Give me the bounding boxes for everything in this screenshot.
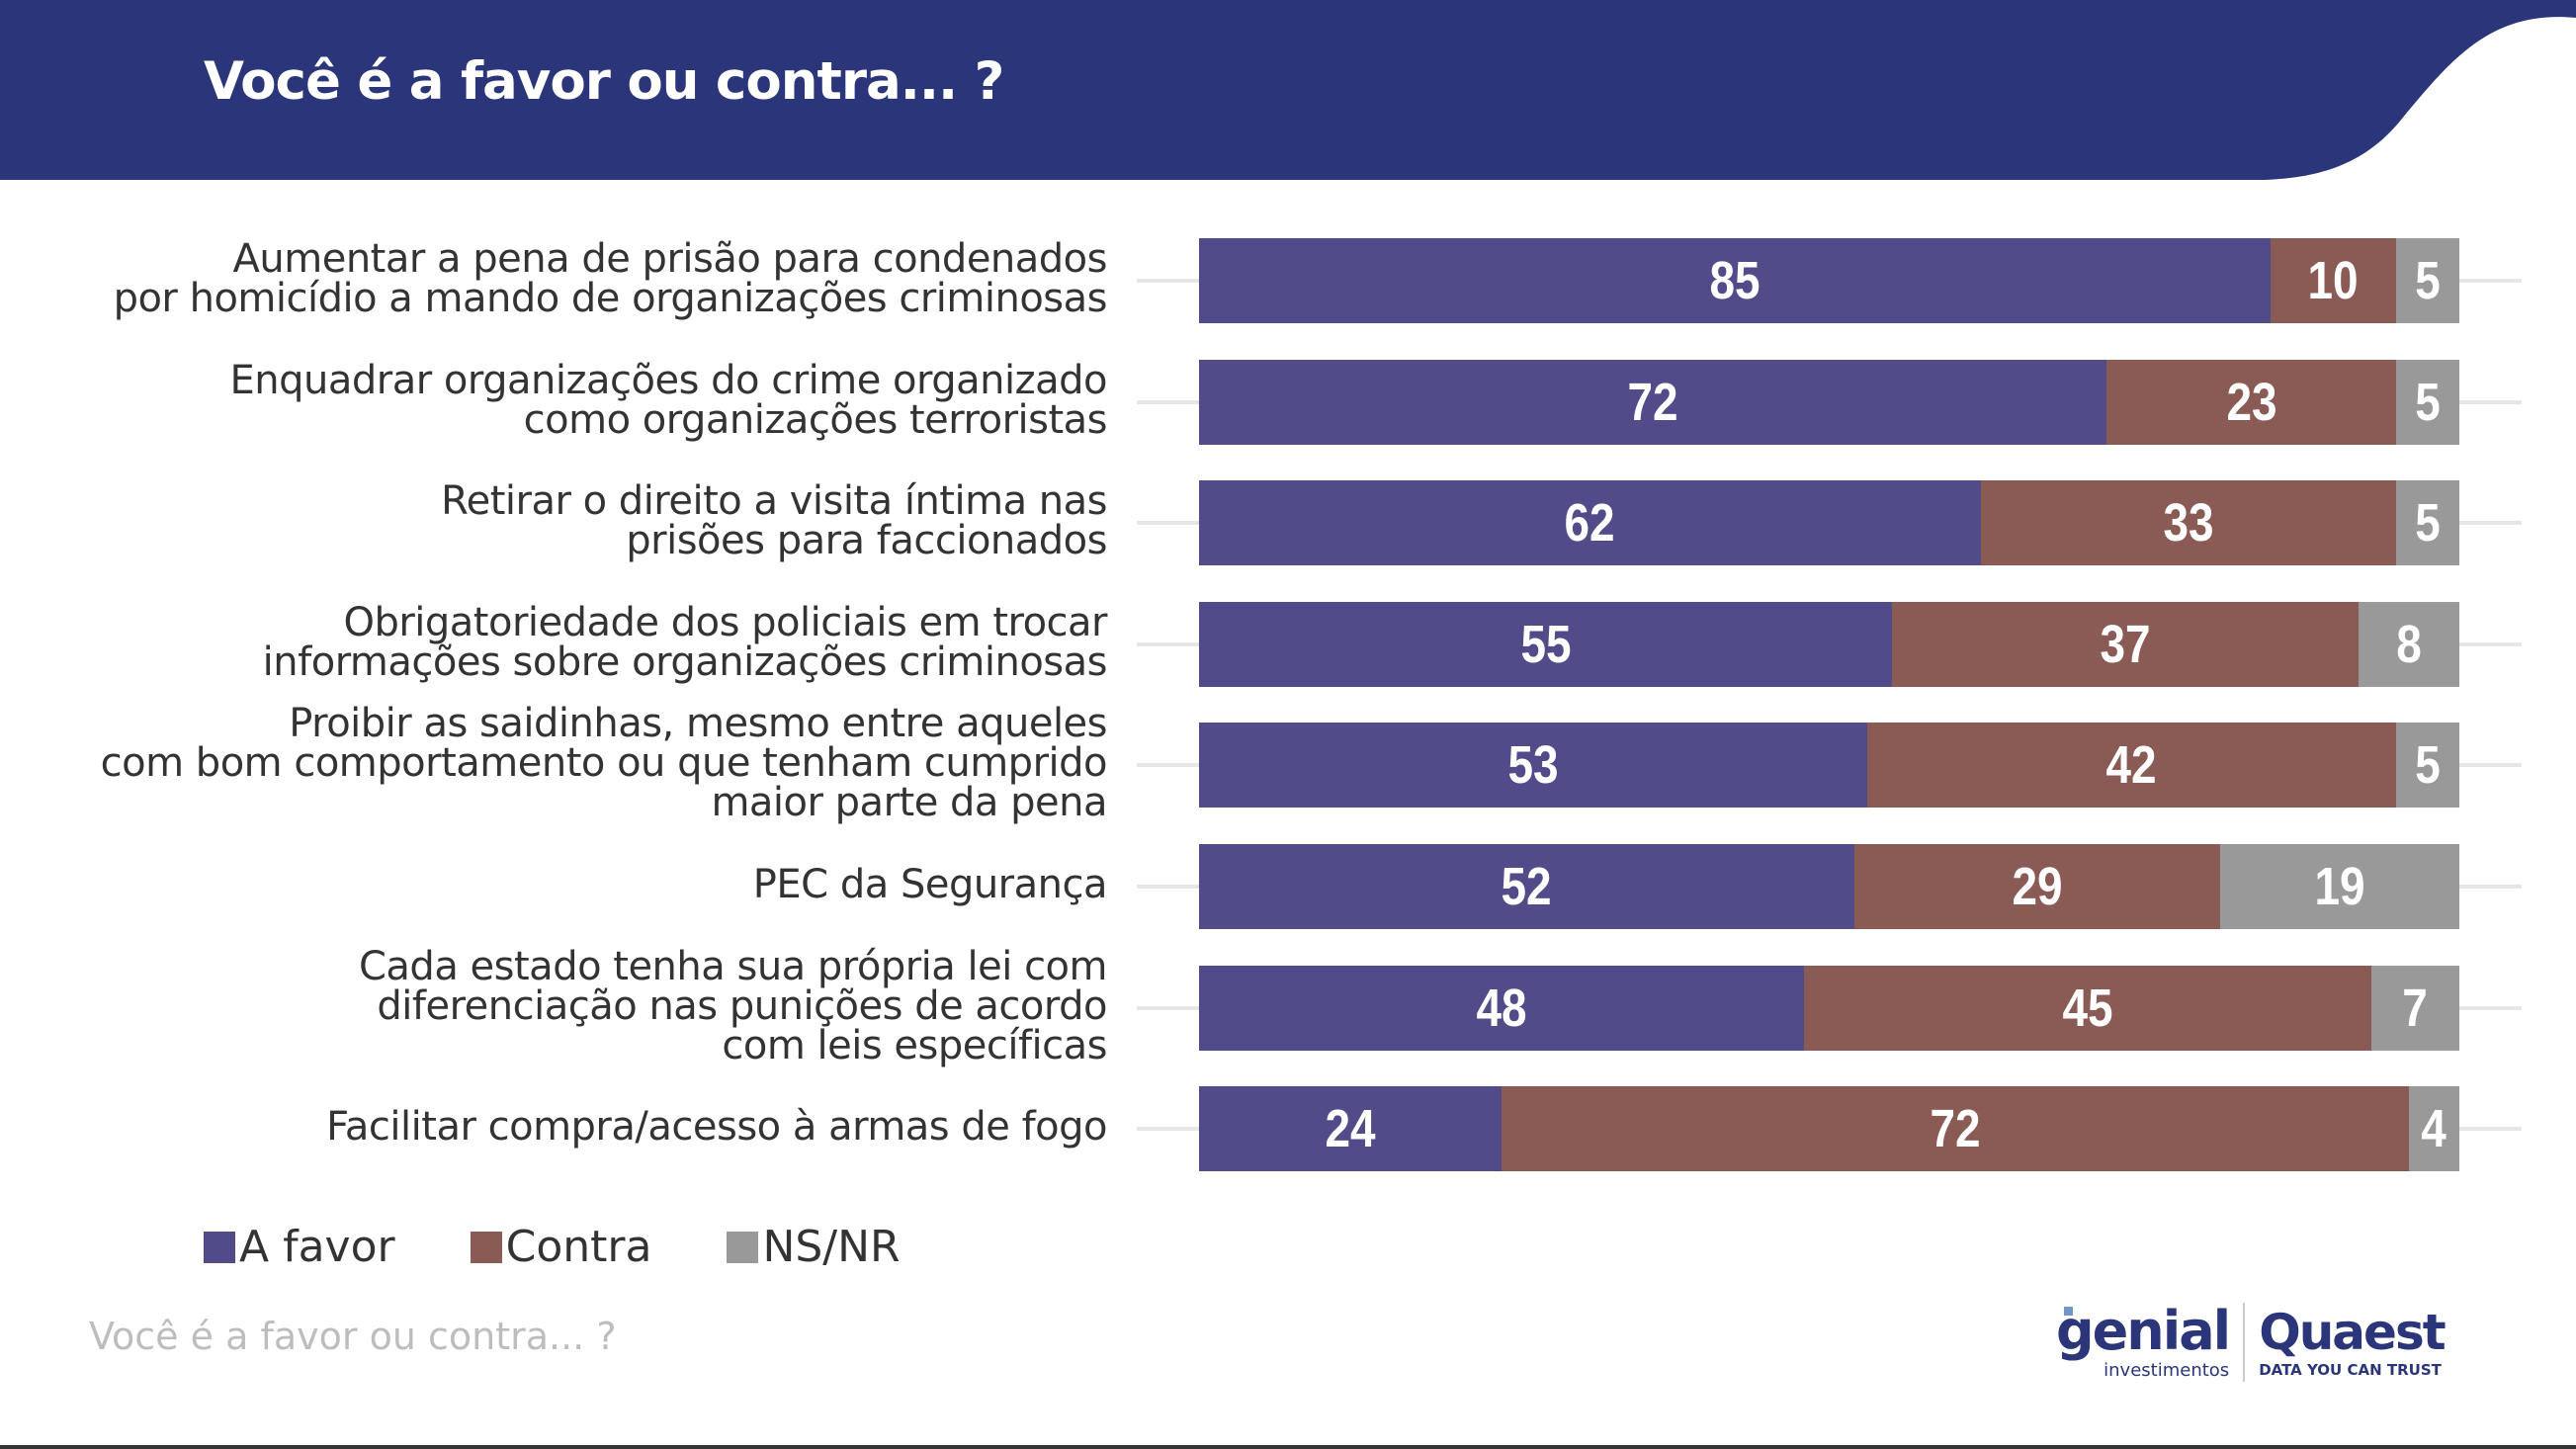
category-label: Proibir as saidinhas, mesmo entre aquele…: [100, 701, 1108, 826]
legend-item-contra: Contra: [470, 1222, 652, 1272]
header-banner: [0, 0, 2576, 180]
category-label-line: Aumentar a pena de prisão para condenado…: [232, 236, 1108, 282]
legend-item-ns-nr: NS/NR: [727, 1222, 901, 1272]
data-label: 29: [2012, 857, 2063, 916]
data-label: 19: [2314, 857, 2365, 916]
legend-swatch: [470, 1231, 502, 1263]
data-label: 5: [2415, 251, 2441, 310]
footer-question: Você é a favor ou contra... ?: [89, 1315, 617, 1358]
category-label: Facilitar compra/acesso à armas de fogo: [326, 1107, 1107, 1147]
data-label: 8: [2396, 614, 2422, 674]
legend-label: NS/NR: [762, 1222, 901, 1272]
data-label: 72: [1627, 372, 1678, 432]
legend-swatch: [204, 1231, 235, 1263]
data-label: 42: [2105, 735, 2158, 796]
genial-accent-icon: [2064, 1307, 2073, 1316]
bar-segment-ns-nr: 8: [2359, 601, 2459, 687]
category-label: Cada estado tenha sua própria lei com dif…: [358, 943, 1108, 1068]
logo-divider: [2243, 1303, 2246, 1382]
data-label: 52: [1501, 857, 1553, 916]
bottom-divider: [0, 1445, 2576, 1449]
data-label: 5: [2415, 372, 2441, 432]
quaest-logo-block: Quaest DATA YOU CAN TRUST: [2259, 1304, 2446, 1380]
category-label-line: Cada estado tenha sua própria lei com: [358, 943, 1108, 989]
bar-segment-contra: 72: [1502, 1086, 2409, 1172]
logos: genial investimentos Quaest DATA YOU CAN…: [2056, 1300, 2447, 1382]
genial-logo: genial: [2056, 1300, 2231, 1362]
legend-label: A favor: [239, 1222, 395, 1272]
bar-segment-a-favor: 55: [1199, 601, 1893, 687]
data-label: 4: [2421, 1099, 2447, 1159]
data-label: 53: [1507, 735, 1559, 796]
bar-segment-a-favor: 52: [1199, 844, 1854, 929]
data-label: 55: [1520, 614, 1572, 674]
category-label-line: Proibir as saidinhas, mesmo entre aquele…: [289, 701, 1107, 747]
category-label-line: maior parte da pena: [711, 780, 1107, 826]
data-label: 5: [2415, 493, 2441, 554]
category-label: Aumentar a pena de prisão para condenado…: [113, 236, 1108, 321]
bar-segment-a-favor: 24: [1199, 1086, 1502, 1172]
data-label: 5: [2415, 735, 2441, 796]
bar-segment-ns-nr: 7: [2370, 965, 2459, 1051]
genial-subtitle: investimentos: [2104, 1360, 2230, 1381]
data-label: 23: [2226, 372, 2277, 432]
genial-logo-text: genial: [2056, 1300, 2231, 1362]
bar-segment-contra: 37: [1892, 601, 2359, 687]
bar-segment-ns-nr: 19: [2219, 844, 2459, 929]
bar-segment-ns-nr: 5: [2396, 480, 2459, 566]
category-label-line: prisões para faccionados: [626, 518, 1107, 564]
category-label: Retirar o direito a visita íntima nas pri…: [441, 481, 1107, 560]
category-label-line: por homicídio a mando de organizações cr…: [113, 276, 1108, 321]
genial-logo-block: genial investimentos: [2056, 1300, 2231, 1382]
bar-segment-a-favor: 72: [1199, 359, 2106, 445]
bar-segment-a-favor: 48: [1199, 965, 1804, 1051]
legend-item-a-favor: A favor: [204, 1222, 395, 1272]
data-label: 10: [2307, 251, 2360, 310]
category-label-line: Facilitar compra/acesso à armas de fogo: [326, 1104, 1107, 1151]
category-label-line: Obrigatoriedade dos policiais em trocar: [343, 599, 1107, 645]
quaest-tagline: DATA YOU CAN TRUST: [2259, 1361, 2442, 1379]
legend: A favor Contra NS/NR: [204, 1222, 976, 1272]
bar-segment-contra: 42: [1866, 723, 2397, 809]
category-label: PEC da Segurança: [752, 862, 1108, 907]
category-label: Obrigatoriedade dos policiais em trocar i…: [262, 599, 1108, 685]
category-label-line: diferenciação nas punições de acordo: [377, 982, 1107, 1029]
data-label: 45: [2062, 978, 2113, 1038]
category-label-line: como organizações terroristas: [523, 396, 1108, 443]
category-label: Enquadrar organizações do crime organiza…: [229, 357, 1108, 443]
data-label: 62: [1564, 493, 1615, 554]
data-label: 72: [1930, 1099, 1981, 1159]
category-label-line: PEC da Segurança: [752, 862, 1108, 907]
data-label: 33: [2163, 493, 2214, 554]
bar-segment-contra: 23: [2106, 359, 2397, 445]
bar-segment-contra: 10: [2270, 238, 2397, 323]
data-label: 85: [1709, 251, 1760, 310]
legend-label: Contra: [505, 1222, 652, 1272]
page-title: Você é a favor ou contra... ?: [204, 51, 1004, 112]
data-label: 37: [2100, 614, 2151, 674]
bar-segment-ns-nr: 5: [2396, 359, 2459, 445]
category-label-line: Retirar o direito a visita íntima nas: [441, 478, 1107, 525]
data-label: 7: [2402, 978, 2429, 1038]
quaest-logo: Quaest: [2259, 1304, 2446, 1361]
legend-swatch: [727, 1231, 759, 1263]
category-label-line: informações sobre organizações criminosa…: [262, 639, 1108, 685]
bar-segment-a-favor: 85: [1199, 238, 2271, 323]
bar-segment-ns-nr: 4: [2409, 1086, 2459, 1172]
bar-segment-ns-nr: 5: [2396, 723, 2459, 809]
bar-segment-a-favor: 53: [1199, 723, 1867, 809]
data-label: 24: [1325, 1099, 1376, 1159]
data-label: 48: [1476, 978, 1527, 1038]
bar-segment-contra: 29: [1854, 844, 2220, 929]
category-label-line: Enquadrar organizações do crime organiza…: [229, 357, 1108, 403]
category-label-line: com leis específicas: [722, 1022, 1107, 1068]
bar-segment-a-favor: 62: [1199, 480, 1981, 566]
bar-segment-contra: 45: [1804, 965, 2371, 1051]
bar-segment-ns-nr: 5: [2396, 238, 2459, 323]
bar-segment-contra: 33: [1980, 480, 2397, 566]
category-label-line: com bom comportamento ou que tenham cump…: [100, 740, 1108, 787]
